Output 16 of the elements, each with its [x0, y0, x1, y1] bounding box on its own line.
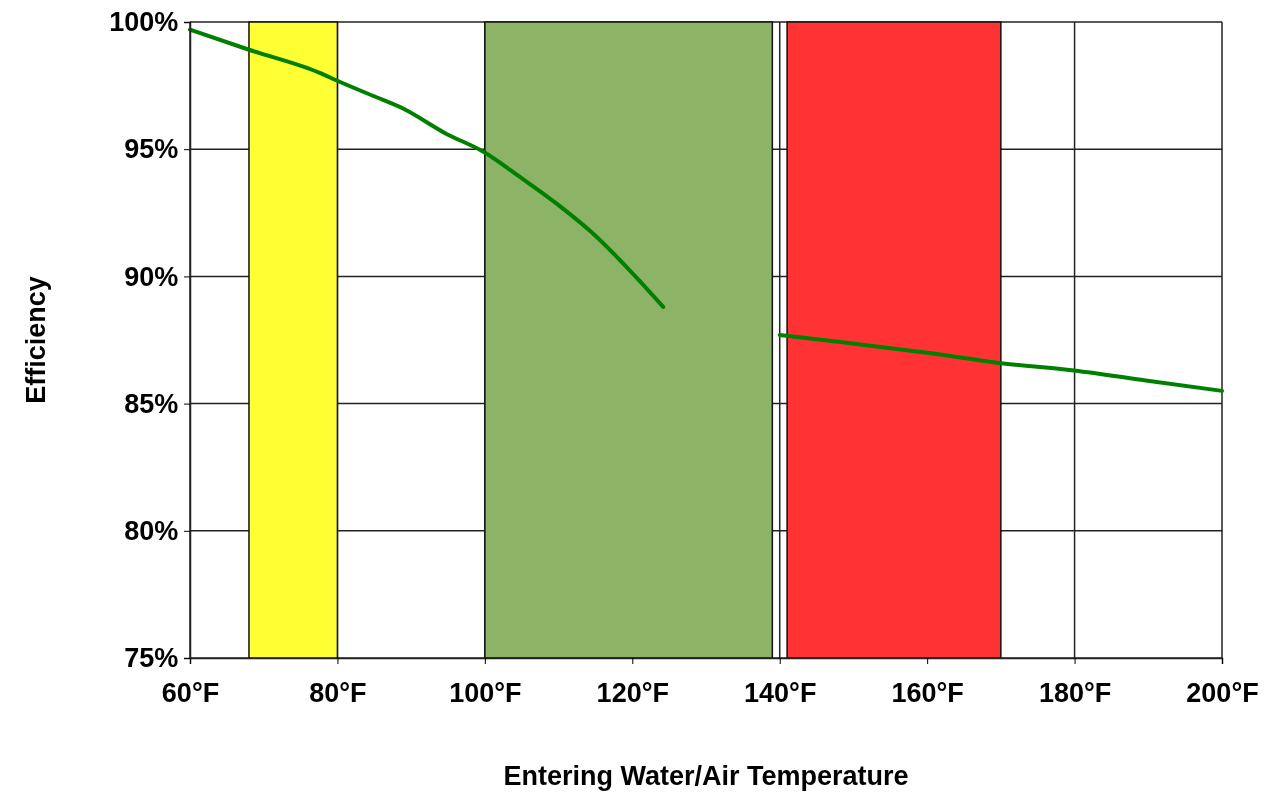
y-tick-label: 95%	[124, 134, 179, 165]
x-tick-label: 180°F	[1038, 678, 1112, 709]
x-tick-label: 60°F	[161, 678, 220, 709]
y-tick-label: 75%	[124, 643, 179, 674]
y-tick-label: 80%	[124, 515, 179, 546]
y-tick-label: 100%	[109, 7, 179, 38]
x-tick-label: 80°F	[309, 678, 367, 709]
x-axis-title: Entering Water/Air Temperature	[503, 761, 909, 791]
x-tick-label: 120°F	[596, 678, 669, 709]
y-tick-label: 85%	[124, 388, 179, 419]
x-tick-label: 200°F	[1186, 678, 1259, 709]
y-axis-title: Efficiency	[21, 276, 51, 404]
x-tick-label: 100°F	[449, 678, 522, 709]
x-tick-label: 140°F	[744, 678, 817, 709]
y-tick-label: 90%	[124, 261, 179, 292]
x-tick-label: 160°F	[891, 678, 964, 709]
